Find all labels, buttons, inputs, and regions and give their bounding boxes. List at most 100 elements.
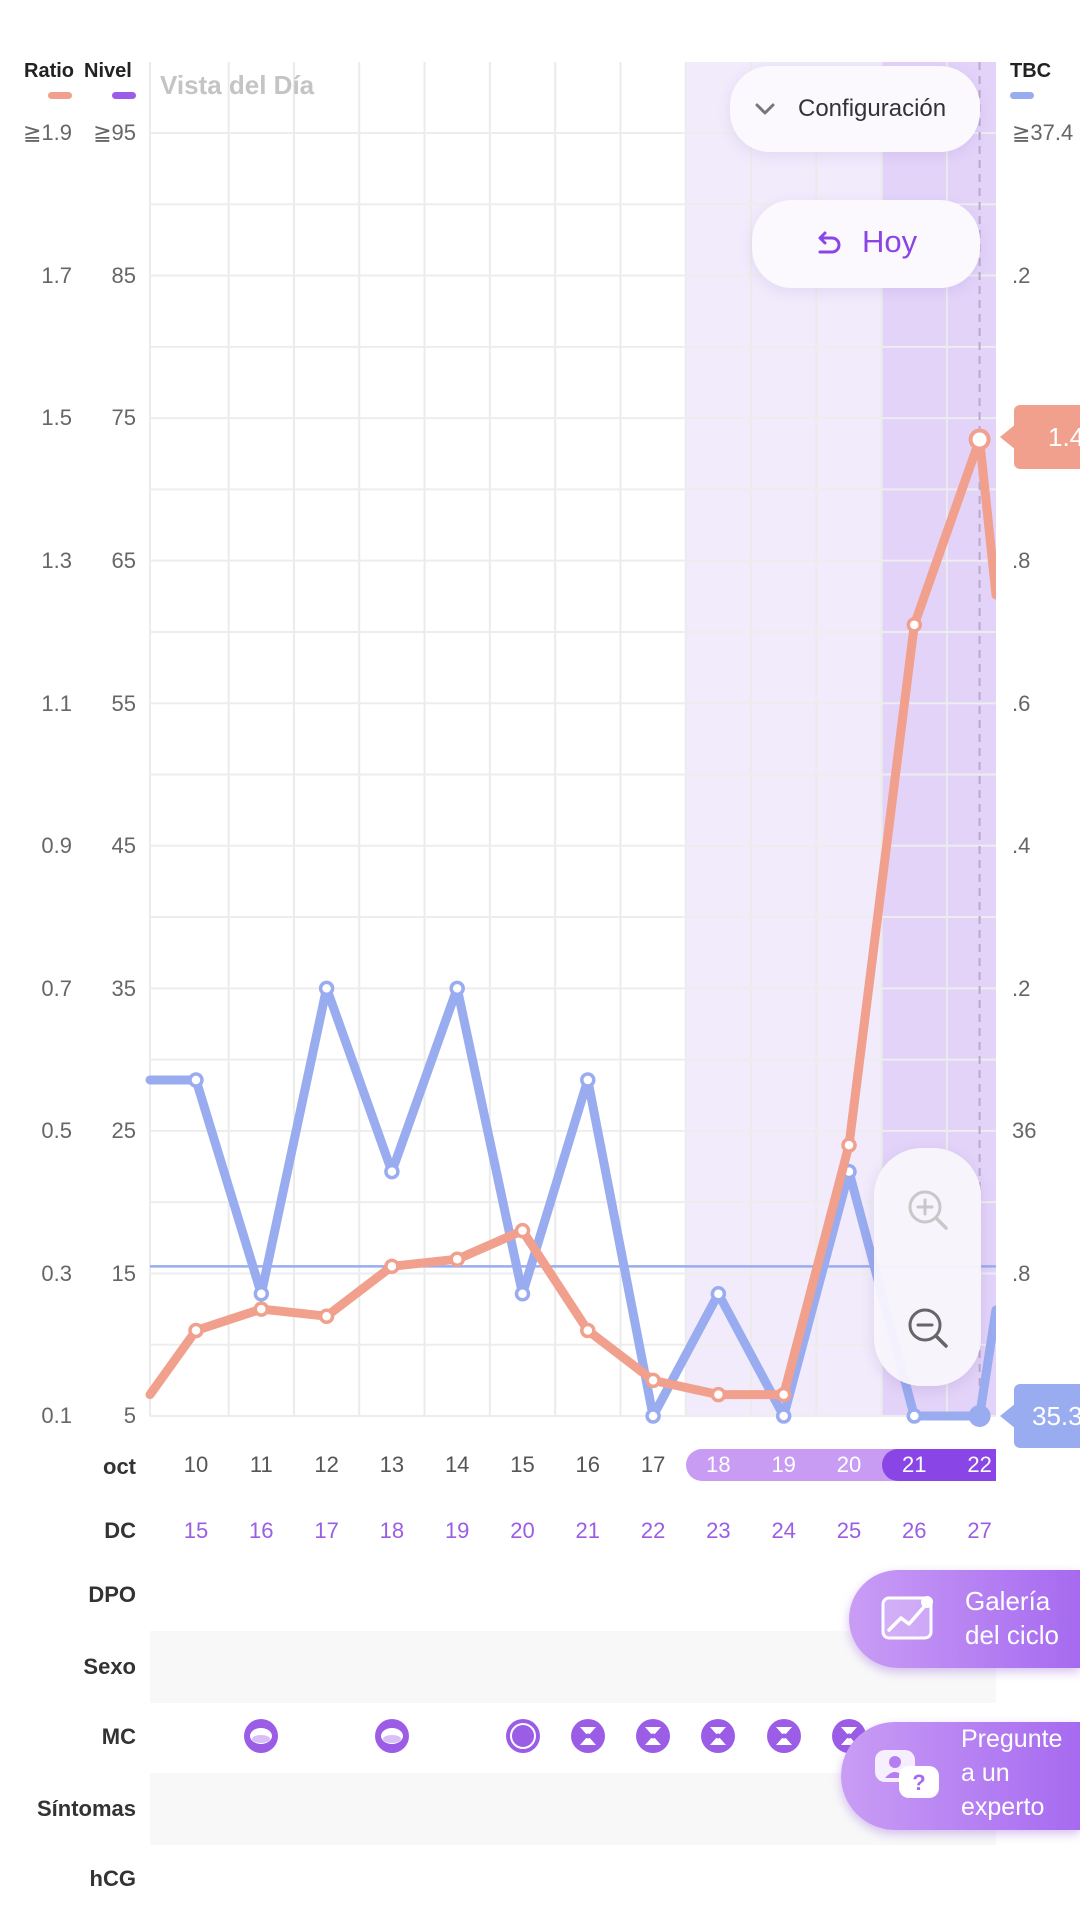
ratio-tick: 1.5 <box>41 405 72 430</box>
day-of-month-label[interactable]: 16 <box>575 1452 601 1477</box>
ratio-axis-label: Ratio <box>24 60 74 82</box>
tbc-data-point <box>968 1405 991 1427</box>
cycle-day-label[interactable]: 17 <box>314 1518 339 1543</box>
mc-hourglass-icon[interactable] <box>699 1717 737 1755</box>
mc-hourglass-icon[interactable] <box>634 1717 672 1755</box>
sintomas-row-label: Síntomas <box>36 1796 136 1821</box>
ratio-tick: 0.7 <box>41 976 72 1001</box>
ratio-max-label: ≧1.9 <box>22 120 72 145</box>
nivel-tick: 25 <box>111 1118 136 1143</box>
nivel-tick: 55 <box>111 691 136 716</box>
ratio-tick: 1.3 <box>41 548 72 573</box>
day-of-month-label[interactable]: 13 <box>379 1452 405 1477</box>
fertile-days-pill <box>686 1449 915 1481</box>
zoom-out-icon[interactable] <box>904 1304 952 1352</box>
month-row-label: oct <box>103 1454 136 1479</box>
zoom-in-icon[interactable] <box>904 1186 952 1234</box>
cycle-day-label[interactable]: 24 <box>771 1518 796 1543</box>
ratio-data-point <box>968 428 991 451</box>
tbc-data-point <box>449 980 465 997</box>
cycle-day-label[interactable]: 21 <box>575 1518 601 1543</box>
ask-expert-button[interactable]: ? Pregunte a un experto <box>841 1722 1080 1830</box>
tbc-tick: .6 <box>1012 691 1031 716</box>
today-label: Hoy <box>862 224 918 259</box>
cycle-day-label[interactable]: 20 <box>510 1518 535 1543</box>
nivel-legend-swatch <box>112 92 136 99</box>
expert-line-3: experto <box>961 1793 1045 1821</box>
today-button[interactable]: Hoy <box>752 200 980 288</box>
tbc-legend-swatch <box>1010 92 1034 99</box>
tbc-callout-arrow <box>1000 1403 1016 1429</box>
tbc-data-point <box>253 1286 270 1302</box>
tbc-max-label: ≧37.4 <box>1012 120 1074 145</box>
ratio-data-point <box>645 1372 661 1389</box>
ratio-tick: 0.1 <box>41 1403 72 1428</box>
tbc-tick: .4 <box>1012 833 1031 858</box>
tbc-tick: .2 <box>1012 263 1031 288</box>
mc-solid-icon[interactable] <box>504 1717 542 1755</box>
ratio-tick: 1.1 <box>41 691 72 716</box>
ratio-data-point <box>188 1322 204 1339</box>
day-of-month-label[interactable]: 14 <box>444 1452 470 1477</box>
cycle-day-label[interactable]: 22 <box>640 1518 666 1543</box>
cycle-day-label[interactable]: 26 <box>902 1518 927 1543</box>
tbc-data-point <box>514 1286 531 1302</box>
mc-row-label: MC <box>101 1724 136 1749</box>
day-of-month-label[interactable]: 11 <box>249 1452 273 1477</box>
chart-gallery-icon <box>881 1596 933 1640</box>
ratio-data-point <box>580 1322 596 1339</box>
tbc-axis-label: TBC <box>1010 60 1052 82</box>
ratio-data-point <box>710 1386 727 1403</box>
ratio-data-point <box>775 1386 792 1403</box>
ratio-data-point <box>449 1251 465 1267</box>
nivel-tick: 35 <box>111 976 136 1001</box>
day-of-month-label[interactable]: 21 <box>902 1452 927 1477</box>
nivel-axis-label: Nivel <box>84 60 132 82</box>
tbc-data-point <box>775 1408 792 1424</box>
day-of-month-label[interactable]: 15 <box>510 1452 535 1477</box>
day-of-month-label[interactable]: 18 <box>706 1452 731 1477</box>
ratio-tick: 1.7 <box>41 263 72 288</box>
cycle-day-label[interactable]: 23 <box>706 1518 731 1543</box>
day-of-month-label[interactable]: 20 <box>836 1452 862 1477</box>
mc-cloudy-icon[interactable] <box>242 1717 280 1755</box>
tbc-tick: .2 <box>1012 976 1031 1001</box>
tbc-value-text: 35.3 <box>1032 1401 1080 1431</box>
day-of-month-label[interactable]: 10 <box>183 1452 209 1477</box>
tbc-data-point <box>645 1408 661 1424</box>
ratio-data-point <box>906 617 923 633</box>
mc-hourglass-icon[interactable] <box>765 1717 803 1755</box>
ratio-data-point <box>253 1301 270 1317</box>
tbc-value-callout: 35.3 <box>1014 1384 1080 1448</box>
tbc-data-point <box>318 980 335 997</box>
day-of-month-label[interactable]: 12 <box>314 1452 339 1477</box>
nivel-max-label: ≧95 <box>93 120 136 145</box>
cycle-day-label[interactable]: 27 <box>967 1518 992 1543</box>
tbc-data-point <box>188 1072 204 1088</box>
day-of-month-label[interactable]: 17 <box>640 1452 666 1477</box>
mc-cloudy-icon[interactable] <box>373 1717 411 1755</box>
nivel-tick: 5 <box>123 1403 136 1428</box>
mc-hourglass-icon[interactable] <box>569 1717 607 1755</box>
ratio-data-point <box>318 1308 335 1324</box>
view-title: Vista del Día <box>160 70 315 100</box>
expert-line-1: Pregunte <box>961 1725 1063 1753</box>
gallery-line-1: Galería <box>965 1586 1051 1616</box>
day-of-month-label[interactable]: 22 <box>967 1452 992 1477</box>
tbc-tick: .8 <box>1012 548 1031 573</box>
day-of-month-label[interactable]: 19 <box>771 1452 796 1477</box>
cycle-day-label[interactable]: 25 <box>836 1518 862 1543</box>
zoom-panel <box>874 1148 981 1386</box>
expert-line-2: a un <box>961 1759 1010 1787</box>
tbc-data-point <box>710 1286 727 1302</box>
config-button[interactable]: Configuración <box>730 66 980 152</box>
cycle-gallery-button[interactable]: Galería del ciclo <box>849 1570 1080 1668</box>
cycle-day-label[interactable]: 19 <box>444 1518 470 1543</box>
svg-text:?: ? <box>912 1770 925 1795</box>
ratio-callout-arrow <box>1000 424 1016 450</box>
cycle-day-label[interactable]: 15 <box>183 1518 209 1543</box>
cycle-day-label[interactable]: 16 <box>249 1518 274 1543</box>
cycle-day-label[interactable]: 18 <box>379 1518 405 1543</box>
nivel-tick: 45 <box>111 833 136 858</box>
tbc-data-point <box>384 1163 400 1180</box>
